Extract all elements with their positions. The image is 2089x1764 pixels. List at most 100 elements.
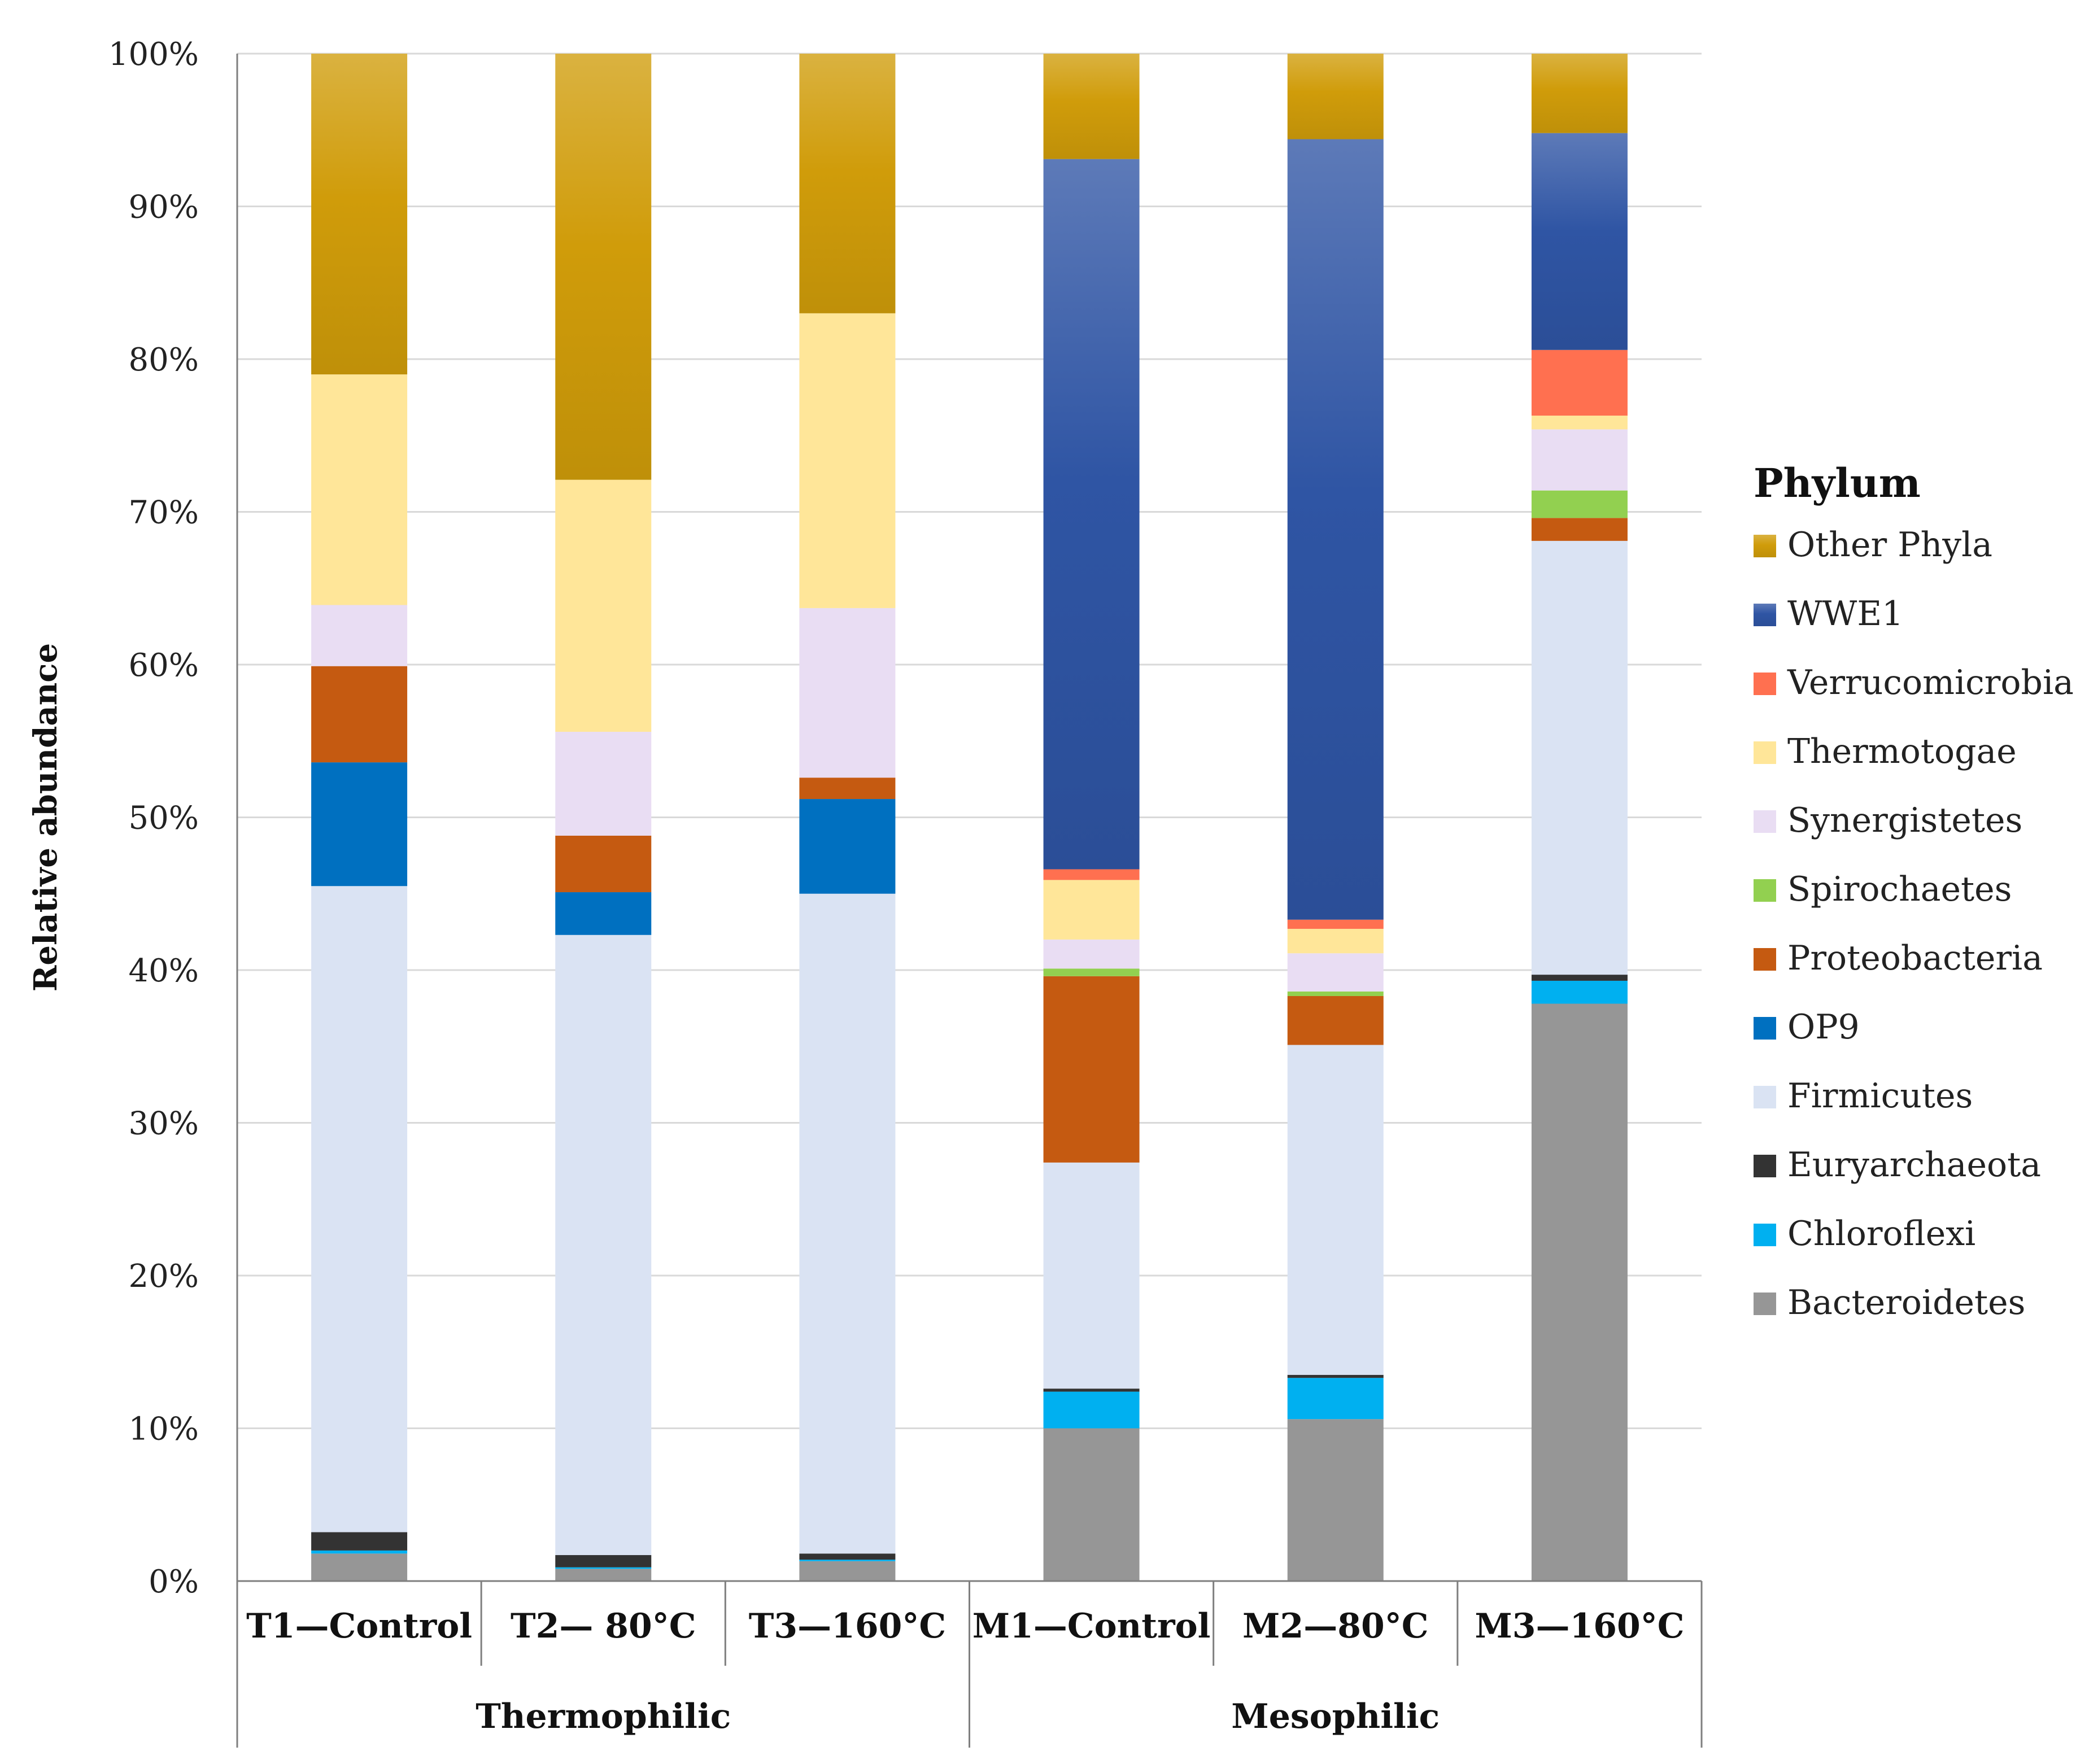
legend-label: Spirochaetes	[1787, 870, 2012, 909]
legend-swatch	[1754, 1017, 1776, 1040]
bar-segment-proteobacteria	[1531, 518, 1628, 541]
bar-segment-op9	[799, 799, 896, 894]
bar-segment-thermotogae	[1287, 928, 1384, 954]
legend-label: Chloroflexi	[1787, 1214, 1975, 1254]
legend-label: Verrucomicrobia	[1787, 663, 2074, 702]
bar-segment-chloroflexi	[799, 1560, 896, 1561]
bar-stack-m1-control	[1043, 54, 1140, 1581]
bar-segment-euryarchaeota	[555, 1555, 652, 1567]
bar-segment-chloroflexi	[555, 1567, 652, 1569]
bar-segment-thermotogae	[1531, 416, 1628, 430]
legend-swatch	[1754, 535, 1776, 557]
bar-segment-other-phyla	[311, 54, 408, 375]
bar-segment-synergistetes	[1043, 939, 1140, 969]
legend-item-verrucomicrobia: Verrucomicrobia	[1754, 663, 2074, 702]
legend-swatch	[1754, 879, 1776, 902]
bar-segment-spirochaetes	[1043, 968, 1140, 976]
bar-segment-bacteroidetes	[555, 1569, 652, 1581]
bar-segment-op9	[555, 892, 652, 935]
bar-segment-spirochaetes	[1531, 490, 1628, 518]
bar-segment-other-phyla	[555, 54, 652, 480]
bar-segment-other-phyla	[1287, 54, 1384, 139]
legend-label: Firmicutes	[1787, 1076, 1973, 1116]
bar-segment-chloroflexi	[311, 1550, 408, 1554]
bar-segment-bacteroidetes	[1043, 1428, 1140, 1581]
bar-segment-chloroflexi	[1531, 980, 1628, 1004]
bar-segment-proteobacteria	[311, 666, 408, 763]
legend-label: Synergistetes	[1787, 801, 2022, 840]
legend-label: Thermotogae	[1787, 732, 2017, 771]
y-tick-label: 20%	[129, 1258, 199, 1295]
bar-stack-m2-80-c	[1287, 54, 1384, 1581]
legend-label: Euryarchaeota	[1787, 1145, 2041, 1185]
y-tick-label: 90%	[129, 189, 199, 226]
y-tick-label: 50%	[129, 800, 199, 837]
legend-swatch	[1754, 741, 1776, 764]
bar-segment-euryarchaeota	[1287, 1374, 1384, 1378]
bar-segment-euryarchaeota	[1531, 975, 1628, 981]
x-tick-label: M3—160°C	[1475, 1606, 1684, 1646]
legend-label: OP9	[1787, 1007, 1860, 1047]
bar-segment-firmicutes	[1287, 1045, 1384, 1375]
y-tick-label: 30%	[129, 1106, 199, 1142]
legend-swatch	[1754, 1086, 1776, 1108]
legend-item-proteobacteria: Proteobacteria	[1754, 938, 2043, 978]
legend-item-euryarchaeota: Euryarchaeota	[1754, 1145, 2041, 1185]
bar-stack-t1-control	[311, 54, 408, 1581]
legend-item-thermotogae: Thermotogae	[1754, 732, 2017, 771]
legend-item-wwe1: WWE1	[1754, 594, 1903, 634]
x-tick-label: T2— 80°C	[511, 1606, 696, 1646]
legend-label: Proteobacteria	[1787, 938, 2043, 978]
legend-item-firmicutes: Firmicutes	[1754, 1076, 1973, 1116]
bar-stack-t3-160-c	[799, 54, 896, 1581]
bar-segment-bacteroidetes	[799, 1561, 896, 1581]
legend-swatch	[1754, 1155, 1776, 1177]
bar-segment-verrucomicrobia	[1043, 869, 1140, 880]
bar-segment-synergistetes	[311, 605, 408, 666]
legend-item-op9: OP9	[1754, 1007, 1860, 1047]
legend-swatch	[1754, 1224, 1776, 1246]
bar-segment-euryarchaeota	[1043, 1389, 1140, 1392]
gridlines	[237, 53, 1702, 1429]
legend-item-spirochaetes: Spirochaetes	[1754, 870, 2012, 909]
legend-label: Other Phyla	[1787, 525, 1992, 565]
bar-segment-thermotogae	[799, 313, 896, 608]
bar-segment-thermotogae	[1043, 880, 1140, 940]
y-tick-label: 60%	[129, 647, 199, 684]
bar-segment-chloroflexi	[1043, 1391, 1140, 1429]
bar-segment-spirochaetes	[1287, 991, 1384, 996]
group-label-thermophilic: Thermophilic	[476, 1697, 731, 1736]
bar-segment-firmicutes	[799, 893, 896, 1554]
bar-segment-bacteroidetes	[1287, 1419, 1384, 1581]
legend-item-bacteroidetes: Bacteroidetes	[1754, 1283, 2025, 1322]
bar-segment-wwe1	[1043, 159, 1140, 870]
legend: Phylum Other Phyla WWE1 Verrucomicrobia Ther…	[1754, 460, 2074, 1322]
bar-segment-thermotogae	[555, 479, 652, 732]
x-tick-label: M1—Control	[972, 1606, 1211, 1646]
bar-segment-proteobacteria	[555, 835, 652, 893]
legend-swatch	[1754, 948, 1776, 971]
bar-segment-chloroflexi	[1287, 1378, 1384, 1420]
bar-segment-euryarchaeota	[799, 1553, 896, 1560]
bar-stack-t2-80-c	[555, 54, 652, 1581]
legend-swatch	[1754, 604, 1776, 626]
bar-segment-proteobacteria	[1043, 976, 1140, 1163]
bar-segment-proteobacteria	[799, 778, 896, 800]
bar-segment-firmicutes	[1531, 540, 1628, 975]
group-label-mesophilic: Mesophilic	[1231, 1697, 1440, 1736]
legend-label: WWE1	[1787, 594, 1903, 634]
y-tick-label: 100%	[108, 36, 199, 73]
y-tick-label: 70%	[129, 495, 199, 531]
x-tick-label: M2—80°C	[1242, 1606, 1428, 1646]
bar-segment-other-phyla	[1531, 54, 1628, 133]
axes: 0% 10% 20% 30% 40% 50% 60% 70% 80% 90% 100% T1—Cont…	[27, 36, 1703, 1748]
x-tick-label: T1—Control	[246, 1606, 472, 1646]
legend-item-chloroflexi: Chloroflexi	[1754, 1214, 1975, 1254]
bar-segment-proteobacteria	[1287, 995, 1384, 1045]
bars	[311, 54, 1628, 1581]
bar-segment-thermotogae	[311, 374, 408, 605]
bar-segment-bacteroidetes	[1531, 1003, 1628, 1581]
bar-segment-synergistetes	[1531, 429, 1628, 491]
